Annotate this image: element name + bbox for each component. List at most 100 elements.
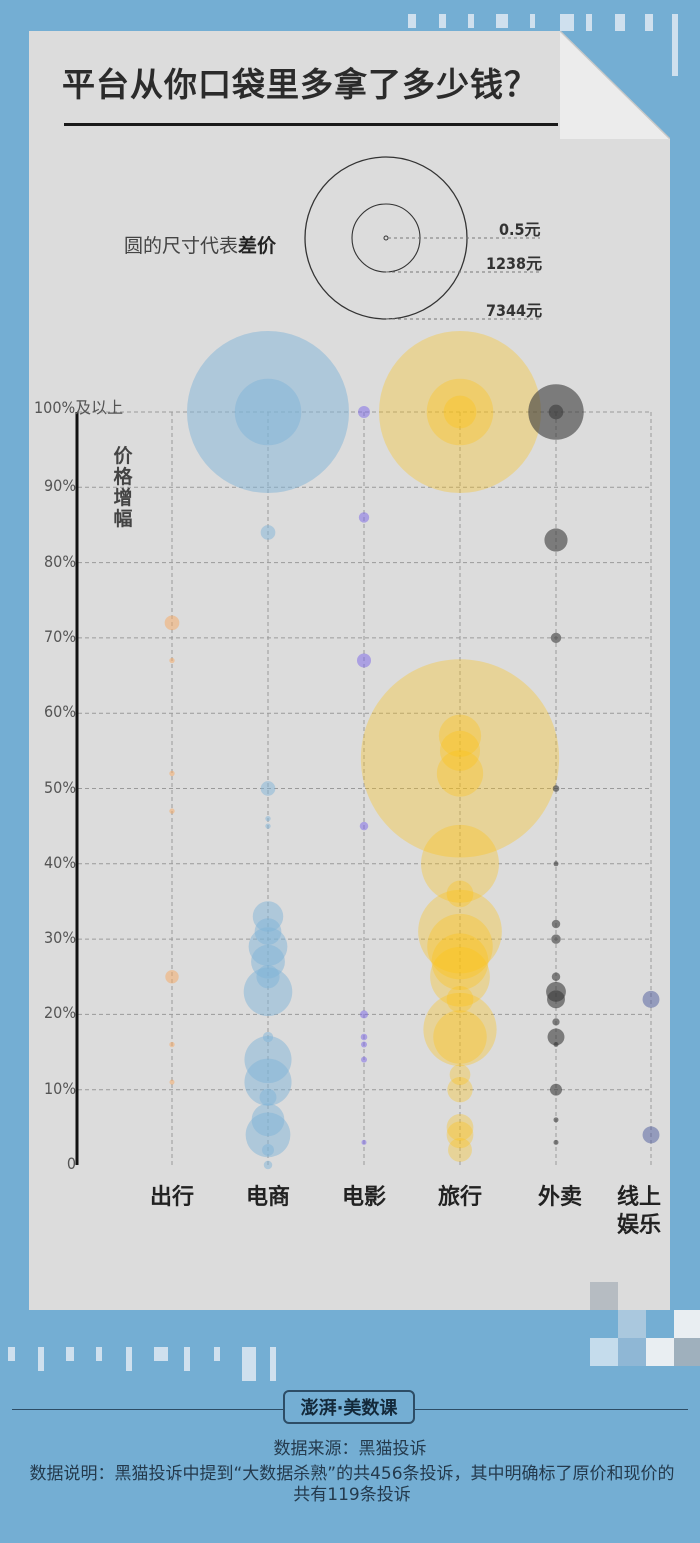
bubble-电商: [256, 965, 280, 989]
deco-pixel: [674, 1310, 700, 1338]
deco-stripe: [154, 1347, 168, 1361]
y-tick-label: 20%: [44, 1003, 76, 1023]
legend-caption-prefix: 圆的尺寸代表: [124, 235, 239, 257]
deco-stripe: [66, 1347, 74, 1361]
bubble-外卖: [547, 990, 565, 1009]
bubble-外卖: [553, 1139, 559, 1145]
bubble-旅行: [447, 1077, 473, 1103]
deco-pixel: [646, 1338, 674, 1366]
bubble-外卖: [551, 919, 561, 929]
deco-stripe: [126, 1347, 132, 1371]
brand-logo: 澎湃·美数课: [283, 1390, 415, 1424]
y-tick-label: 10%: [44, 1078, 76, 1098]
y-tick-label: 100%及以上: [34, 398, 124, 417]
bubble-电影: [361, 1041, 367, 1048]
bubble-外卖: [553, 861, 559, 867]
bubble-电影: [360, 1033, 368, 1041]
bubble-出行: [165, 970, 179, 984]
bubble-外卖: [552, 1018, 560, 1026]
deco-stripe: [184, 1347, 190, 1371]
x-category-label: 线上 娱乐: [616, 1185, 661, 1238]
bubble-电商: [243, 967, 293, 1017]
bubble-外卖: [551, 972, 561, 981]
bubble-旅行: [446, 985, 474, 1013]
y-axis-label: 价格增幅: [113, 445, 133, 530]
bubble-外卖: [550, 1083, 562, 1096]
legend-caption-bold: 差价: [238, 235, 277, 257]
bubble-电商: [234, 378, 302, 446]
bubble-外卖: [552, 785, 560, 792]
y-tick-label: 80%: [44, 551, 76, 571]
bubble-旅行: [449, 1064, 471, 1085]
bubble-电商: [265, 815, 271, 822]
bubble-旅行: [423, 992, 497, 1067]
bubble-旅行: [446, 1113, 474, 1141]
x-category-label: 出行: [149, 1185, 194, 1210]
bubble-外卖: [544, 528, 568, 552]
bubble-电商: [262, 1143, 274, 1156]
title-underline: [64, 123, 558, 126]
legend-value-medium: 1238元: [486, 254, 543, 273]
deco-pixel: [674, 1338, 700, 1366]
bubble-电影: [361, 1139, 367, 1145]
y-tick-label: 70%: [44, 626, 76, 646]
bubble-外卖: [551, 934, 561, 944]
bubble-电商: [254, 918, 282, 945]
bubble-旅行: [438, 714, 482, 757]
bubble-旅行: [430, 946, 490, 1007]
deco-stripe: [96, 1347, 102, 1361]
x-category-label: 电商: [245, 1185, 290, 1210]
deco-stripe: [672, 14, 678, 76]
bubble-旅行: [443, 395, 477, 429]
deco-pixel: [618, 1338, 646, 1366]
bubble-电商: [251, 1103, 285, 1137]
legend-value-large: 7344元: [486, 301, 543, 320]
bubble-外卖: [553, 1042, 559, 1048]
deco-stripe: [496, 14, 508, 28]
bubble-旅行: [446, 1121, 474, 1149]
bubble-外卖: [550, 632, 562, 644]
deco-stripe: [530, 14, 535, 28]
legend-value-small: 0.5元: [499, 220, 541, 239]
deco-stripe: [468, 14, 474, 28]
bubble-电商: [265, 823, 271, 829]
bubble-电影: [359, 821, 369, 831]
y-tick-label: 40%: [44, 852, 76, 872]
bubble-出行: [169, 770, 175, 777]
brand-rule-left: [12, 1409, 283, 1410]
bubble-外卖: [553, 1117, 559, 1123]
bubble-线上娱乐: [642, 990, 660, 1008]
y-tick-label: 0: [66, 1154, 76, 1173]
bubble-电影: [359, 1010, 369, 1019]
bubble-旅行: [379, 331, 541, 493]
bubble-旅行: [439, 730, 481, 771]
bubble-电商: [244, 1058, 292, 1106]
bubble-出行: [169, 657, 175, 664]
y-tick-label: 30%: [44, 928, 76, 948]
content-card: [29, 31, 670, 1310]
bubble-旅行: [448, 1137, 472, 1162]
deco-stripe: [38, 1347, 44, 1371]
bubble-电商: [262, 1031, 274, 1043]
deco-pixel: [590, 1282, 618, 1310]
data-source: 数据来源：黑猫投诉: [273, 1439, 427, 1459]
bubble-外卖: [547, 1028, 565, 1046]
x-category-label: 旅行: [437, 1185, 482, 1210]
bubble-出行: [169, 1041, 175, 1048]
deco-pixel: [590, 1338, 618, 1366]
deco-stripe: [270, 1347, 276, 1381]
deco-stripe: [586, 14, 592, 44]
bubble-旅行: [433, 1010, 487, 1064]
brand-rule-right: [415, 1409, 688, 1410]
legend-caption: 圆的尺寸代表差价: [124, 231, 276, 258]
bubble-外卖: [548, 404, 564, 420]
bubble-出行: [169, 1079, 175, 1085]
bubble-chart: [75, 331, 660, 1170]
page-fold: [560, 31, 670, 139]
bubble-旅行: [427, 913, 493, 980]
bubble-电影: [356, 653, 372, 668]
bubble-旅行: [436, 750, 484, 797]
deco-stripe: [214, 1347, 220, 1361]
bubble-旅行: [421, 824, 499, 903]
bubble-电商: [259, 1088, 277, 1106]
